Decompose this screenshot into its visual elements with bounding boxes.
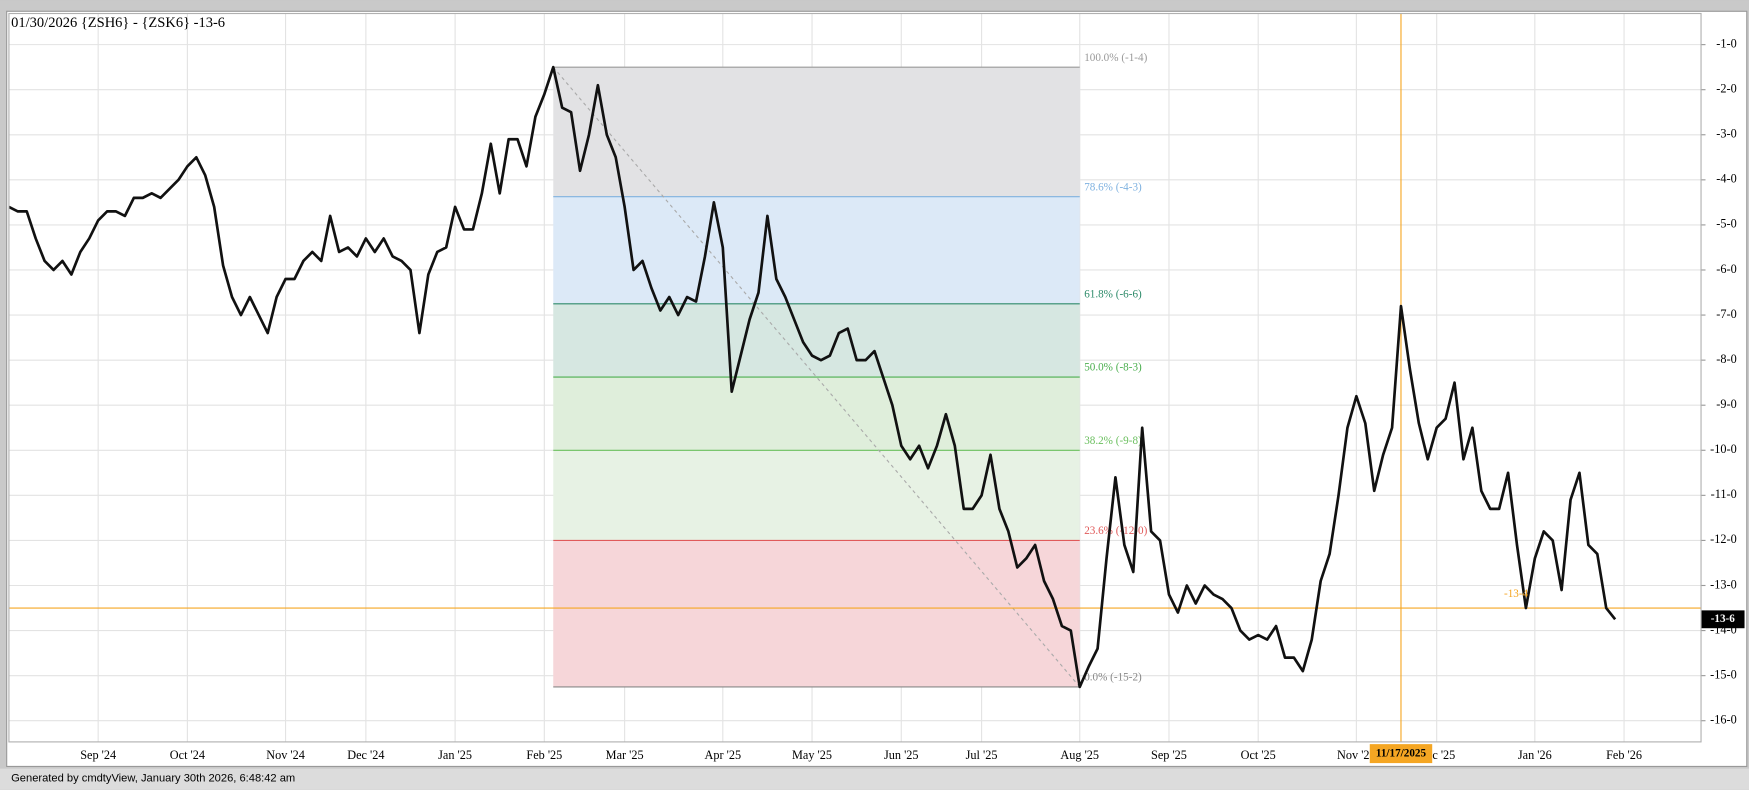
x-tick-label: Jan '25 bbox=[438, 748, 472, 762]
fib-trend bbox=[552, 66, 1081, 688]
x-tick-label: Apr '25 bbox=[705, 748, 742, 762]
fib-label: 78.6% (-4-3) bbox=[1084, 181, 1142, 193]
x-tick-label: Sep '24 bbox=[80, 748, 116, 762]
fib-label: 23.6% (-12-0) bbox=[1084, 525, 1147, 537]
y-tick-label: -5-0 bbox=[1716, 217, 1736, 231]
fib-band bbox=[553, 377, 1080, 451]
y-tick-label: -3-0 bbox=[1716, 127, 1736, 141]
y-tick-label: -4-0 bbox=[1716, 172, 1736, 186]
x-tick-label: Dec '24 bbox=[347, 748, 384, 762]
x-tick-label: Feb '26 bbox=[1606, 748, 1642, 762]
y-tick-label: -11-0 bbox=[1711, 487, 1737, 501]
x-tick-label: May '25 bbox=[792, 748, 832, 762]
fib-band bbox=[553, 303, 1080, 378]
last-price-label: -13-6 bbox=[1711, 613, 1736, 625]
y-tick-label: -1-0 bbox=[1716, 36, 1736, 50]
series bbox=[8, 13, 1702, 742]
y-tick-label: -7-0 bbox=[1716, 307, 1736, 321]
y-tick-label: -2-0 bbox=[1716, 82, 1736, 96]
y-tick-label: -13-0 bbox=[1710, 577, 1737, 591]
fib-label: 0.0% (-15-2) bbox=[1084, 672, 1142, 684]
fib-label: 38.2% (-9-8) bbox=[1084, 435, 1142, 447]
y-tick-label: -16-0 bbox=[1710, 713, 1737, 727]
fibonacci: 100.0% (-1-4) 78.6% (-4-3) 61.8% (-6-6) 50.… bbox=[552, 52, 1148, 688]
y-tick-label: -15-0 bbox=[1710, 667, 1737, 681]
marker-label: 11/17/2025 bbox=[1376, 748, 1427, 760]
x-tick-label: Jan '26 bbox=[1518, 748, 1552, 762]
x-tick-label: Feb '25 bbox=[526, 748, 562, 762]
fib-label: 61.8% (-6-6) bbox=[1084, 288, 1142, 300]
x-tick-label: Aug '25 bbox=[1060, 748, 1099, 762]
fib-band bbox=[553, 67, 1080, 197]
fib-label: 50.0% (-8-3) bbox=[1084, 362, 1142, 374]
fib-band bbox=[553, 450, 1080, 541]
fib-band bbox=[553, 540, 1080, 687]
labels: -1-0 -2-0 -3-0 -4-0 -5-0 -6-0 -7-0 -8-0 -9-0 -10-… bbox=[80, 36, 1745, 764]
footer-bar bbox=[0, 768, 1749, 790]
price-line bbox=[8, 65, 1617, 689]
x-tick-label: Jun '25 bbox=[884, 748, 919, 762]
x-tick-label: Oct '25 bbox=[1241, 748, 1276, 762]
footer: Generated by cmdtyView, January 30th 202… bbox=[11, 773, 295, 785]
reference-label: -13-4 bbox=[1504, 588, 1529, 600]
chart-title: 01/30/2026 {ZSH6} - {ZSK6} -13-6 bbox=[11, 15, 225, 31]
plot-border bbox=[8, 12, 1702, 743]
x-tick-label: Nov '25 bbox=[1337, 748, 1376, 762]
y-tick-label: -10-0 bbox=[1710, 442, 1737, 456]
x-tick-label: Mar '25 bbox=[606, 748, 644, 762]
y-tick-label: -9-0 bbox=[1716, 397, 1736, 411]
y-tick-label: -8-0 bbox=[1716, 352, 1736, 366]
last-price-box bbox=[1701, 610, 1745, 629]
x-tick-label: Jul '25 bbox=[966, 748, 998, 762]
x-tick-label: Sep '25 bbox=[1151, 748, 1187, 762]
x-tick-label: Oct '24 bbox=[170, 748, 205, 762]
marker-box bbox=[1369, 744, 1433, 764]
fib-band bbox=[553, 196, 1080, 304]
fib-label: 100.0% (-1-4) bbox=[1084, 52, 1147, 64]
y-tick-label: -12-0 bbox=[1710, 532, 1737, 546]
y-tick-label: -6-0 bbox=[1716, 262, 1736, 276]
x-tick-label: Nov '24 bbox=[266, 748, 305, 762]
